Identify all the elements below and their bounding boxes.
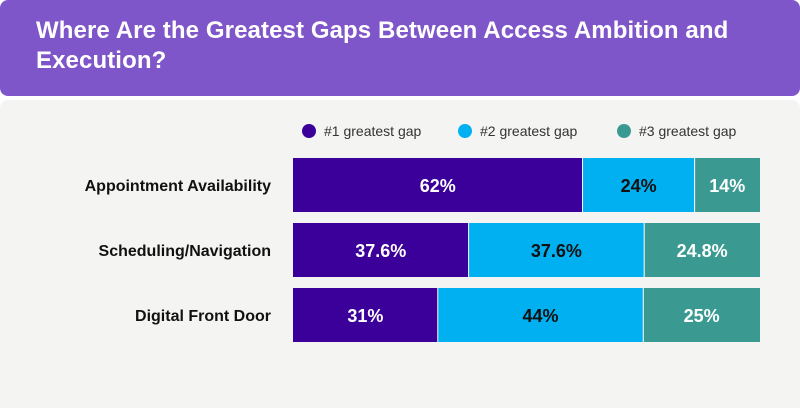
legend-swatch-1 [302,124,316,138]
data-label: 37.6% [355,241,406,261]
bar-segment-2 [468,223,645,277]
category-label: Appointment Availability [85,178,271,195]
legend-label-1: #1 greatest gap [324,123,422,139]
bar-segment-3 [644,223,760,277]
bar-segment-1 [293,223,469,277]
legend-item-3: #3 greatest gap [617,122,736,140]
bar-segment-3 [643,288,760,342]
chart-header: Where Are the Greatest Gaps Between Acce… [0,0,800,96]
bar-segment-2 [582,158,695,212]
legend-swatch-2 [458,124,472,138]
chart-title: Where Are the Greatest Gaps Between Acce… [36,17,729,74]
data-label: 24.8% [677,241,728,261]
data-label: 14% [709,176,745,196]
bar-segment-3 [694,158,760,212]
legend-swatch-3 [617,124,631,138]
legend-item-1: #1 greatest gap [302,122,421,140]
data-label: 25% [684,306,720,326]
data-label: 62% [420,176,456,196]
legend-item-2: #2 greatest gap [458,122,577,140]
bar-segment-2 [437,288,644,342]
category-label: Digital Front Door [135,308,271,325]
legend-label-2: #2 greatest gap [480,123,578,139]
data-label: 31% [347,306,383,326]
data-label: 24% [621,176,657,196]
bar-segment-1 [293,158,583,212]
data-label: 37.6% [531,241,582,261]
category-label: Scheduling/Navigation [99,243,271,260]
data-label: 44% [522,306,558,326]
bar-segment-1 [293,288,438,342]
legend-label-3: #3 greatest gap [639,123,737,139]
